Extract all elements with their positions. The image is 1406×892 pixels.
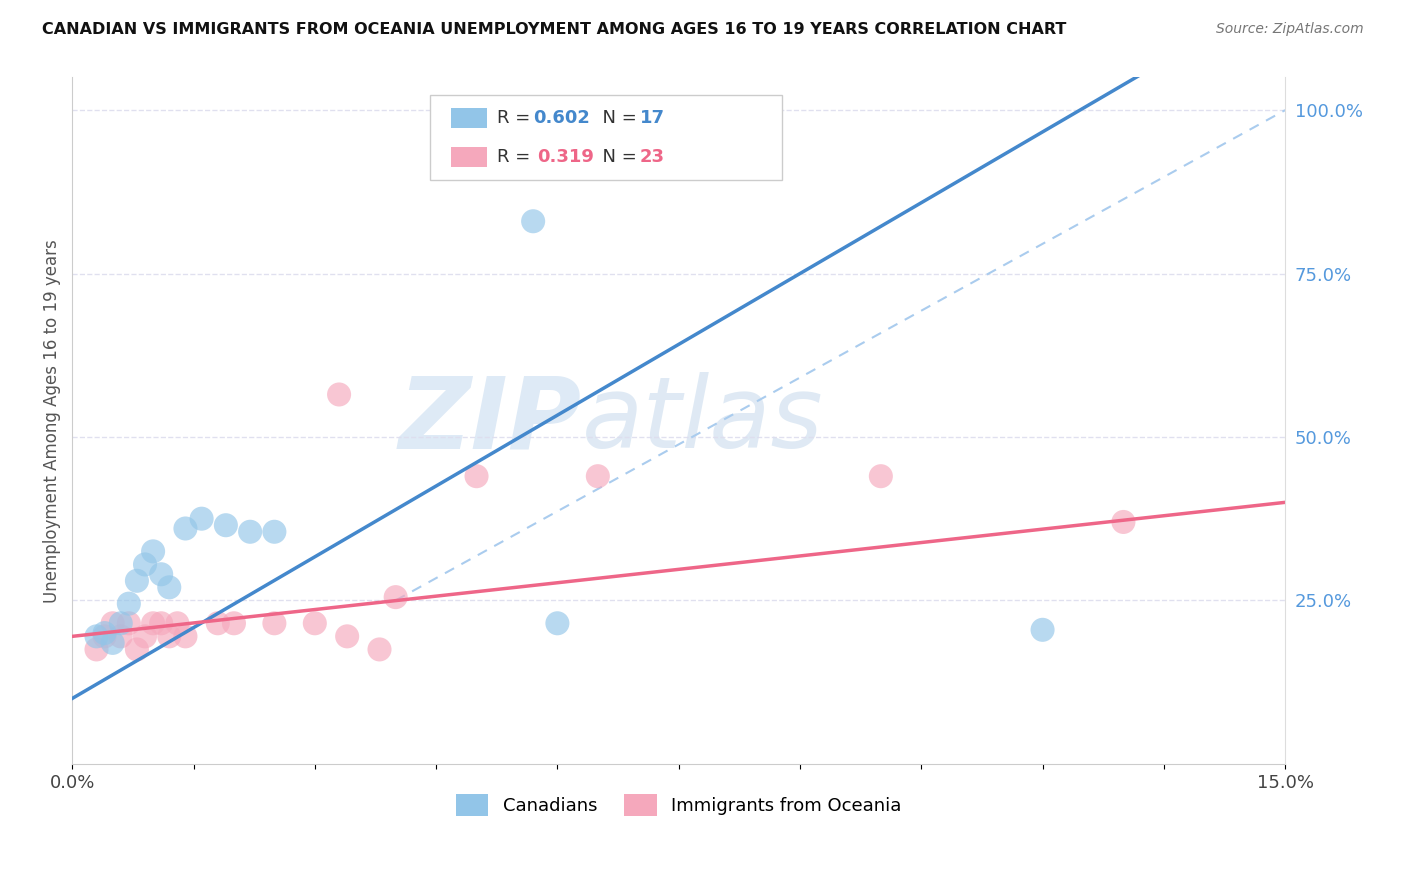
Point xyxy=(110,616,132,631)
Point xyxy=(174,521,197,535)
Text: Source: ZipAtlas.com: Source: ZipAtlas.com xyxy=(1216,22,1364,37)
Text: N =: N = xyxy=(592,148,643,166)
Point xyxy=(304,616,326,631)
Point xyxy=(239,524,262,539)
Legend: Canadians, Immigrants from Oceania: Canadians, Immigrants from Oceania xyxy=(449,787,908,823)
Point xyxy=(134,629,156,643)
Point xyxy=(125,574,148,588)
Text: N =: N = xyxy=(592,109,643,127)
Point xyxy=(336,629,359,643)
Point xyxy=(215,518,238,533)
Point xyxy=(368,642,391,657)
Point xyxy=(101,636,124,650)
Point xyxy=(118,616,141,631)
Point xyxy=(150,616,173,631)
Point xyxy=(125,642,148,657)
Point xyxy=(263,524,285,539)
Point xyxy=(150,567,173,582)
Point xyxy=(384,590,406,604)
Point xyxy=(110,629,132,643)
Text: R =: R = xyxy=(496,109,536,127)
Point xyxy=(263,616,285,631)
Point xyxy=(118,597,141,611)
Text: CANADIAN VS IMMIGRANTS FROM OCEANIA UNEMPLOYMENT AMONG AGES 16 TO 19 YEARS CORRE: CANADIAN VS IMMIGRANTS FROM OCEANIA UNEM… xyxy=(42,22,1067,37)
Point xyxy=(586,469,609,483)
Point xyxy=(328,387,350,401)
Text: R =: R = xyxy=(496,148,541,166)
Point xyxy=(86,629,108,643)
Point xyxy=(157,580,180,594)
FancyBboxPatch shape xyxy=(451,108,486,128)
Point xyxy=(522,214,544,228)
Point xyxy=(1032,623,1054,637)
Text: 17: 17 xyxy=(640,109,665,127)
Point xyxy=(222,616,245,631)
Text: 23: 23 xyxy=(640,148,665,166)
Point xyxy=(101,616,124,631)
Point xyxy=(93,626,115,640)
Point xyxy=(166,616,188,631)
Text: atlas: atlas xyxy=(582,372,824,469)
Text: ZIP: ZIP xyxy=(399,372,582,469)
Point xyxy=(157,629,180,643)
Point xyxy=(546,616,568,631)
Point xyxy=(174,629,197,643)
Y-axis label: Unemployment Among Ages 16 to 19 years: Unemployment Among Ages 16 to 19 years xyxy=(44,239,60,602)
Point xyxy=(869,469,891,483)
Point xyxy=(93,629,115,643)
Point xyxy=(1112,515,1135,529)
Point xyxy=(134,558,156,572)
Point xyxy=(190,511,212,525)
Text: 0.602: 0.602 xyxy=(533,109,591,127)
Point xyxy=(465,469,488,483)
Point xyxy=(207,616,229,631)
Text: 0.319: 0.319 xyxy=(537,148,593,166)
Point xyxy=(142,544,165,558)
FancyBboxPatch shape xyxy=(451,147,486,167)
Point xyxy=(142,616,165,631)
FancyBboxPatch shape xyxy=(430,95,782,180)
Point xyxy=(86,642,108,657)
